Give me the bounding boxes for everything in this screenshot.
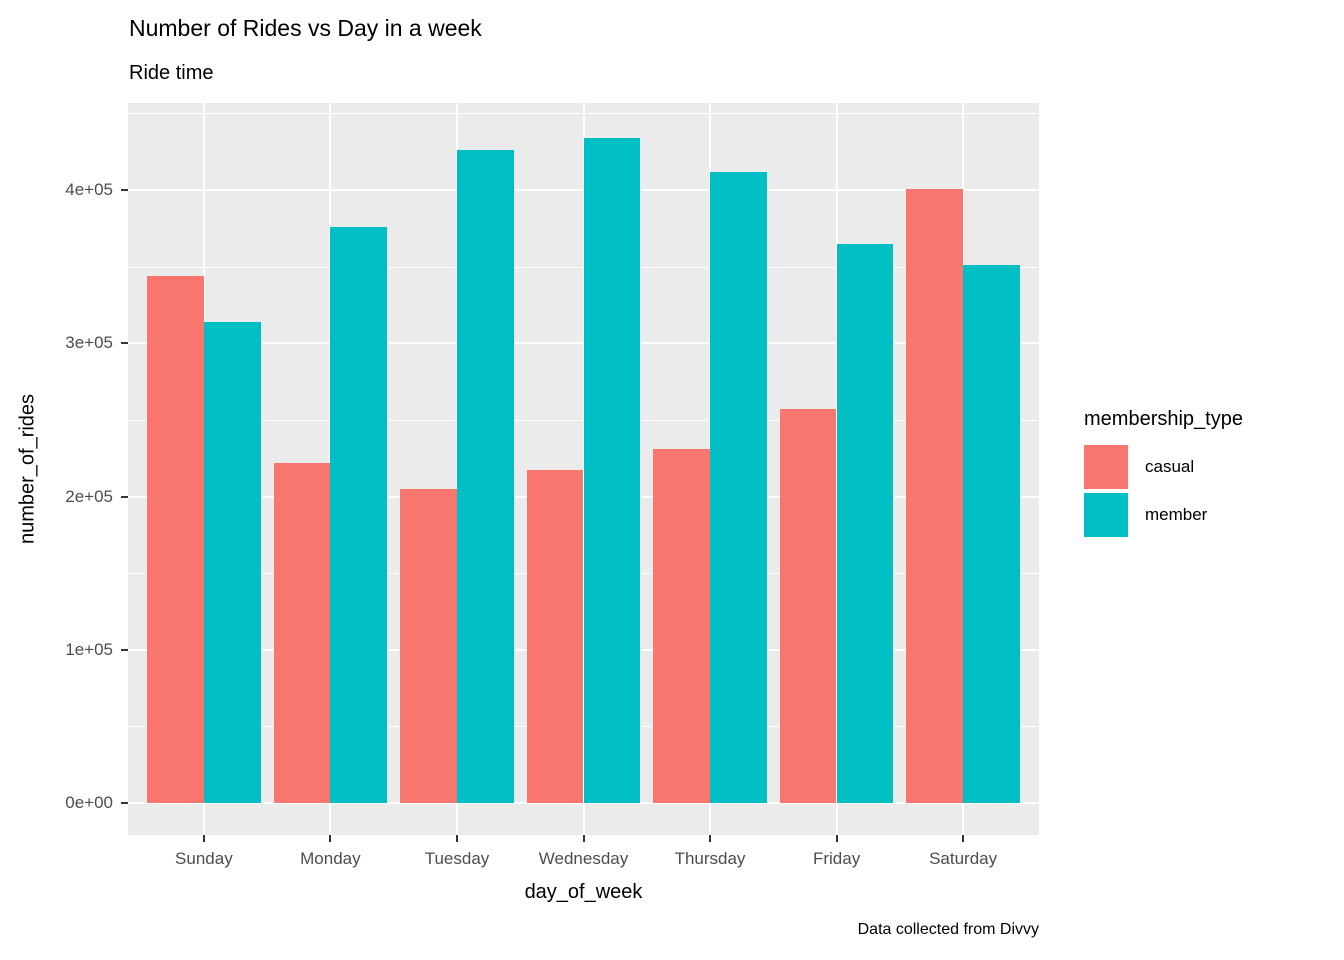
- legend-title: membership_type: [1084, 408, 1243, 430]
- y-tick-label: 1e+05: [65, 639, 113, 659]
- y-tick-mark: [121, 342, 128, 345]
- x-tick-mark: [202, 835, 205, 842]
- x-tick-mark: [709, 835, 711, 842]
- chart-caption: Data collected from Divvy: [857, 921, 1039, 938]
- bar-casual-sunday: [147, 275, 204, 803]
- x-tick-label: Saturday: [929, 849, 998, 868]
- y-tick-label: 2e+05: [65, 486, 113, 506]
- x-tick-label: Thursday: [674, 849, 746, 868]
- legend-key-member: member: [1084, 493, 1243, 537]
- y-tick-label: 0e+00: [65, 793, 113, 812]
- legend-label-casual: casual: [1145, 457, 1195, 476]
- x-tick-label: Friday: [812, 849, 861, 868]
- x-axis-title: day_of_week: [524, 881, 643, 903]
- x-tick-label: Monday: [300, 849, 361, 868]
- bar-casual-thursday: [653, 449, 710, 803]
- bar-member-thursday: [710, 171, 767, 803]
- y-tick-mark: [121, 802, 128, 804]
- y-tick-label: 4e+05: [65, 180, 113, 199]
- legend: membership_type casual member: [1084, 406, 1243, 541]
- x-tick-label: Tuesday: [424, 849, 490, 868]
- bar-member-sunday: [203, 321, 261, 803]
- x-tick-mark: [962, 835, 965, 842]
- y-axis-title: number_of_rides: [16, 393, 39, 545]
- x-tick-mark: [835, 835, 838, 842]
- x-tick-mark: [582, 835, 585, 842]
- legend-label-member: member: [1145, 505, 1208, 524]
- bar-casual-saturday: [906, 188, 963, 803]
- chart-subtitle: Ride time: [129, 62, 214, 84]
- chart-title: Number of Rides vs Day in a week: [129, 15, 482, 41]
- bar-member-tuesday: [457, 150, 514, 803]
- x-tick-label: Sunday: [175, 849, 233, 868]
- bar-casual-friday: [779, 409, 837, 803]
- x-tick-mark: [456, 835, 458, 842]
- y-tick-mark: [121, 495, 128, 498]
- bar-member-wednesday: [583, 137, 641, 803]
- plot-panel: [128, 103, 1039, 835]
- y-tick-label: 3e+05: [65, 333, 113, 353]
- x-tick-mark: [329, 835, 332, 842]
- y-tick-mark: [121, 648, 128, 651]
- bar-member-monday: [330, 226, 388, 803]
- bar-casual-tuesday: [400, 488, 457, 803]
- legend-key-casual: casual: [1084, 445, 1243, 489]
- bar-member-saturday: [963, 265, 1020, 803]
- bar-casual-monday: [273, 462, 331, 803]
- x-tick-label: Wednesday: [538, 849, 629, 868]
- bar-member-friday: [836, 243, 894, 803]
- y-tick-mark: [121, 189, 128, 191]
- bar-casual-wednesday: [526, 470, 584, 803]
- legend-swatch-member: [1084, 493, 1128, 537]
- legend-swatch-casual: [1084, 445, 1128, 489]
- legend-keys: casual member: [1084, 445, 1243, 537]
